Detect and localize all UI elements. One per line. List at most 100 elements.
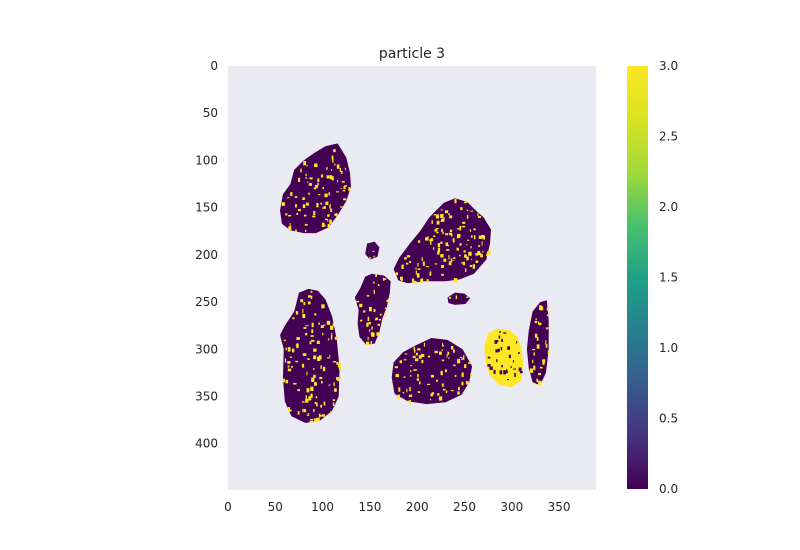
speckle <box>469 265 473 267</box>
speckle <box>318 322 320 325</box>
speckle <box>437 243 441 248</box>
speckle <box>322 187 324 190</box>
speckle <box>314 163 318 167</box>
speckle <box>473 235 476 240</box>
speckle <box>327 224 330 229</box>
speckle <box>406 255 411 258</box>
speckle <box>453 259 455 261</box>
speckle <box>400 276 403 281</box>
speckle <box>295 360 298 363</box>
speckle <box>512 360 515 363</box>
speckle <box>489 366 493 370</box>
speckle <box>417 348 421 351</box>
speckle <box>308 396 312 401</box>
speckle <box>319 376 323 380</box>
speckle <box>436 232 439 234</box>
speckle <box>441 349 443 351</box>
speckle <box>373 255 375 258</box>
speckle <box>281 202 285 206</box>
speckle <box>386 299 390 302</box>
speckle <box>506 369 508 372</box>
speckle <box>309 341 312 345</box>
speckle <box>366 341 370 345</box>
speckle <box>443 258 447 262</box>
speckle <box>394 366 398 369</box>
speckle <box>453 349 455 353</box>
speckle <box>337 378 340 382</box>
speckle <box>465 381 469 385</box>
speckle <box>295 229 297 232</box>
speckle <box>314 419 317 422</box>
speckle <box>304 223 308 226</box>
speckle <box>341 171 343 174</box>
speckle <box>410 370 412 373</box>
speckle <box>377 323 380 326</box>
speckle <box>488 250 491 255</box>
speckle <box>321 414 326 417</box>
speckle <box>408 394 413 397</box>
speckle <box>331 155 334 160</box>
speckle <box>425 237 429 241</box>
speckle <box>451 346 454 350</box>
speckle <box>321 174 324 178</box>
region-8 <box>447 292 471 305</box>
speckle <box>409 386 411 392</box>
speckle <box>331 332 333 337</box>
speckle <box>466 296 469 298</box>
speckle <box>311 329 314 333</box>
speckle <box>387 298 390 300</box>
speckle <box>291 348 295 353</box>
y-tick-label: 50 <box>203 106 218 120</box>
speckle <box>297 411 300 413</box>
speckle <box>433 214 437 216</box>
region-5 <box>391 338 473 405</box>
speckle <box>344 185 347 187</box>
speckle <box>320 202 323 205</box>
speckle <box>542 359 546 363</box>
speckle-noise <box>281 149 550 423</box>
speckle <box>326 175 330 179</box>
speckle <box>418 355 422 359</box>
speckle <box>441 273 444 276</box>
speckle <box>309 177 313 180</box>
speckle <box>412 278 415 283</box>
speckle <box>336 164 340 169</box>
speckle <box>379 313 382 316</box>
speckle <box>480 254 483 258</box>
speckle <box>454 198 457 204</box>
speckle <box>417 391 421 393</box>
speckle <box>289 223 291 227</box>
speckle <box>437 393 440 396</box>
speckle <box>344 167 346 170</box>
speckle <box>470 246 472 249</box>
speckle <box>317 182 319 186</box>
speckle <box>534 320 538 324</box>
speckle <box>538 380 542 386</box>
speckle <box>469 229 472 232</box>
speckle <box>295 311 299 315</box>
speckle <box>329 219 332 224</box>
speckle <box>313 355 317 360</box>
speckle <box>332 402 335 406</box>
colorbar-tick-label: 3.0 <box>659 59 678 73</box>
speckle <box>419 281 423 283</box>
speckle <box>297 389 300 392</box>
region-9 <box>365 241 380 260</box>
speckle <box>283 339 286 342</box>
speckle <box>311 339 315 342</box>
speckle <box>547 350 549 355</box>
speckle <box>313 368 315 370</box>
speckle <box>310 386 314 391</box>
speckle <box>440 254 444 258</box>
speckle <box>327 214 330 217</box>
speckle <box>417 374 419 378</box>
speckle <box>328 192 331 196</box>
speckle <box>330 335 333 340</box>
speckle <box>447 351 450 355</box>
speckle <box>415 352 418 356</box>
speckle <box>459 226 462 231</box>
speckle <box>499 331 501 333</box>
speckle <box>311 377 315 382</box>
speckle <box>435 379 438 382</box>
speckle <box>298 209 301 212</box>
